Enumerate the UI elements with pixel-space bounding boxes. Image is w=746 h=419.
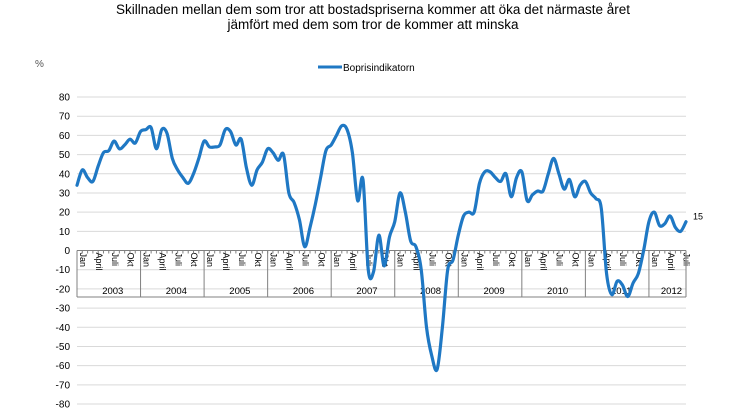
x-tick-label: April <box>348 253 358 271</box>
x-tick-label: Jan <box>332 253 342 268</box>
x-tick-label: Okt <box>253 253 263 268</box>
x-tick-label: Jan <box>459 253 469 268</box>
x-tick-label: Jan <box>205 253 215 268</box>
y-tick-label: 40 <box>59 169 71 180</box>
year-label: 2006 <box>293 286 314 297</box>
year-label: 2003 <box>102 286 123 297</box>
x-tick-label: Jan <box>396 253 406 268</box>
x-tick-label: Juli <box>237 253 247 267</box>
y-unit-label: % <box>35 59 44 70</box>
x-tick-label: Jan <box>650 253 660 268</box>
chart-title-line-2: jämfört med dem som tror de kommer att m… <box>227 17 519 32</box>
x-tick-label: Juli <box>110 253 120 267</box>
x-tick-label: Jan <box>78 253 88 268</box>
y-tick-label: -20 <box>56 284 71 295</box>
x-tick-label: April <box>157 253 167 271</box>
y-tick-label: 50 <box>59 150 71 161</box>
x-tick-label: Jan <box>142 253 152 268</box>
x-tick-label: April <box>475 253 485 271</box>
x-tick-label: Jan <box>269 253 279 268</box>
y-tick-label: -30 <box>56 304 71 315</box>
y-tick-label: 0 <box>64 246 70 257</box>
x-tick-label: April <box>666 253 676 271</box>
x-tick-label: Jan <box>523 253 533 268</box>
y-tick-label: 30 <box>59 188 71 199</box>
y-tick-label: 70 <box>59 112 71 123</box>
x-tick-label: April <box>539 253 549 271</box>
x-tick-label: Okt <box>570 253 580 268</box>
legend-label: Boprisindikatorn <box>343 63 415 74</box>
year-label: 2005 <box>229 286 250 297</box>
y-tick-label: -70 <box>56 380 71 391</box>
y-tick-label: -60 <box>56 361 71 372</box>
x-tick-label: Okt <box>634 253 644 268</box>
year-label: 2007 <box>356 286 377 297</box>
x-tick-label: April <box>94 253 104 271</box>
year-label: 2008 <box>420 286 441 297</box>
end-value-label: 15 <box>693 212 703 222</box>
x-tick-label: April <box>221 253 231 271</box>
chart-title-line-1: Skillnaden mellan dem som tror att bosta… <box>116 2 630 17</box>
x-tick-label: Okt <box>126 253 136 268</box>
x-tick-label: Juli <box>300 253 310 267</box>
x-tick-label: April <box>412 253 422 271</box>
x-tick-label: Juli <box>618 253 628 267</box>
y-tick-label: 60 <box>59 131 71 142</box>
series-line-boprisindikatorn <box>75 123 688 373</box>
y-tick-label: -40 <box>56 323 71 334</box>
x-tick-label: April <box>285 253 295 271</box>
x-tick-label: Juli <box>173 253 183 267</box>
x-tick-label: Okt <box>316 253 326 268</box>
y-tick-label: -10 <box>56 265 71 276</box>
x-tick-label: Okt <box>189 253 199 268</box>
x-tick-label: Juli <box>491 253 501 267</box>
x-tick-label: Juli <box>555 253 565 267</box>
x-tick-label: Okt <box>443 253 453 268</box>
year-label: 2011 <box>611 286 631 297</box>
x-tick-label: Juli <box>682 253 692 267</box>
y-tick-label: 20 <box>59 208 71 219</box>
x-tick-label: Jan <box>586 253 596 268</box>
year-label: 2004 <box>166 286 187 297</box>
year-label: 2010 <box>547 286 568 297</box>
year-label: 2012 <box>661 286 682 297</box>
y-tick-label: 80 <box>59 93 71 104</box>
y-tick-label: 10 <box>59 227 71 238</box>
year-label: 2009 <box>483 286 504 297</box>
x-tick-label: April <box>602 253 612 271</box>
y-tick-label: -50 <box>56 342 71 353</box>
x-tick-label: Juli <box>428 253 438 267</box>
y-tick-label: -80 <box>56 400 71 411</box>
x-tick-label: Okt <box>507 253 517 268</box>
